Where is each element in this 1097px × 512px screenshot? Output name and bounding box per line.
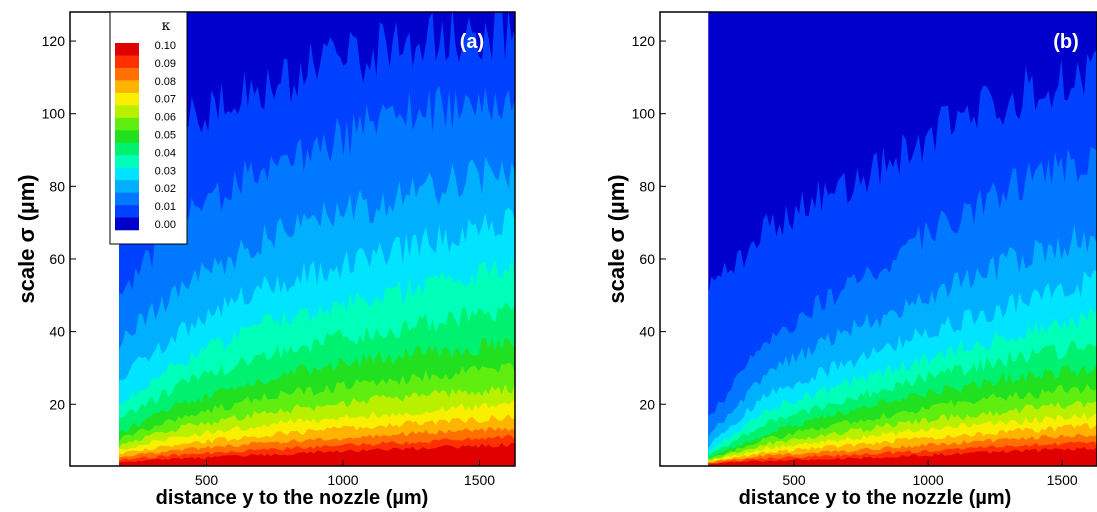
legend-swatch bbox=[115, 180, 139, 193]
legend-level-label: 0.02 bbox=[155, 183, 176, 195]
x-tick-label: 1500 bbox=[464, 472, 495, 488]
y-tick-label: 120 bbox=[42, 33, 66, 49]
legend-level-label: 0.10 bbox=[155, 40, 176, 52]
panel-a: 500 1000 1500 20 40 60 80 100 120 (a) distance … bbox=[14, 11, 516, 509]
legend-level-label: 0.06 bbox=[155, 112, 176, 124]
legend-level-label: 0.09 bbox=[155, 58, 176, 70]
legend-swatch bbox=[115, 117, 139, 131]
legend-title: κ bbox=[162, 18, 171, 34]
plot-frame-a bbox=[69, 11, 516, 467]
heat-band bbox=[708, 446, 1097, 466]
legend-swatch bbox=[115, 167, 139, 181]
legend-swatch bbox=[115, 155, 139, 168]
y-tick-label: 60 bbox=[639, 251, 655, 267]
legend-labels: 0.10 0.09 0.08 0.07 0.06 0.05 0.04 0.03 0.02 0.01… bbox=[155, 40, 176, 231]
legend-swatch bbox=[115, 142, 139, 156]
legend-swatch bbox=[115, 55, 139, 69]
panel-label-b: (b) bbox=[1053, 31, 1079, 53]
legend-level-label: 0.03 bbox=[155, 165, 176, 177]
panel-label-a: (a) bbox=[460, 31, 484, 53]
legend-swatch bbox=[115, 205, 139, 218]
y-axis-label-b: scale σ (µm) bbox=[604, 174, 629, 303]
legend-level-label: 0.05 bbox=[155, 130, 176, 142]
x-axis-label-b: distance y to the nozzle (µm) bbox=[739, 487, 1012, 509]
plot-frame-b bbox=[659, 11, 1097, 467]
y-axis-label-a: scale σ (µm) bbox=[14, 174, 39, 303]
x-tick-label: 1000 bbox=[913, 472, 944, 488]
x-tick-label: 1500 bbox=[1047, 472, 1078, 488]
x-tick-label: 500 bbox=[782, 472, 806, 488]
y-tick-label: 20 bbox=[49, 396, 65, 412]
y-tick-label: 80 bbox=[639, 178, 655, 194]
y-tick-label: 120 bbox=[632, 33, 656, 49]
y-tick-label: 40 bbox=[639, 324, 655, 340]
legend-level-label: 0.00 bbox=[155, 219, 176, 231]
y-ticks-b: 20 40 60 80 100 120 bbox=[632, 33, 666, 412]
x-ticks-b: 500 1000 1500 bbox=[782, 460, 1078, 488]
panel-b: 500 1000 1500 20 40 60 80 100 120 (b) distance … bbox=[604, 11, 1097, 509]
heatmap-a bbox=[119, 12, 515, 466]
legend-level-label: 0.08 bbox=[155, 76, 176, 88]
y-tick-label: 20 bbox=[639, 396, 655, 412]
legend-swatch bbox=[115, 43, 139, 56]
y-tick-label: 100 bbox=[632, 106, 656, 122]
legend-swatch bbox=[115, 80, 139, 94]
y-tick-label: 60 bbox=[49, 251, 65, 267]
legend-swatch bbox=[115, 130, 139, 144]
y-tick-label: 100 bbox=[42, 106, 66, 122]
x-axis-label-a: distance y to the nozzle (µm) bbox=[156, 487, 429, 509]
legend-swatch bbox=[115, 105, 139, 119]
x-tick-label: 1000 bbox=[327, 472, 358, 488]
y-tick-label: 40 bbox=[49, 324, 65, 340]
y-ticks-a: 20 40 60 80 100 120 bbox=[42, 33, 76, 412]
heat-band bbox=[119, 442, 515, 466]
y-tick-label: 80 bbox=[49, 178, 65, 194]
colorbar-legend: κ 0.100.090.080.070.060.050.040.030.020.… bbox=[109, 11, 188, 245]
legend-level-label: 0.04 bbox=[155, 147, 176, 159]
legend-swatch bbox=[115, 67, 139, 81]
legend-level-label: 0.07 bbox=[155, 94, 176, 106]
legend-swatch bbox=[115, 192, 139, 206]
legend-swatch bbox=[115, 92, 139, 106]
x-ticks-a: 500 1000 1500 bbox=[195, 460, 495, 488]
legend-level-label: 0.01 bbox=[155, 201, 176, 213]
x-tick-label: 500 bbox=[195, 472, 219, 488]
legend-swatches bbox=[115, 43, 139, 231]
legend-swatch bbox=[115, 217, 139, 231]
heatmap-b bbox=[708, 12, 1097, 466]
